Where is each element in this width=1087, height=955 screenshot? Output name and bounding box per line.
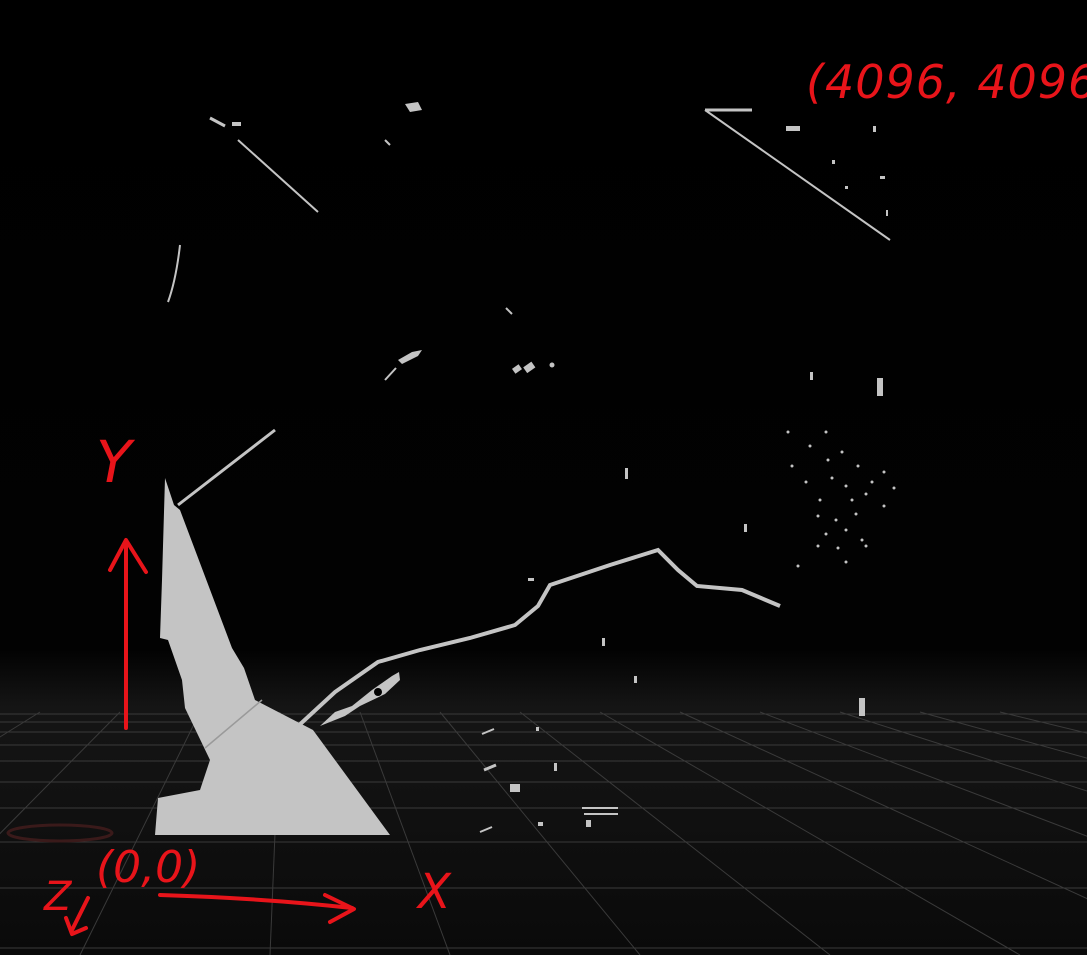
block [512,364,522,374]
z-axis-label: Z [43,874,73,920]
strip [384,367,397,381]
x-axis-arrow-shaft [158,893,354,910]
block [880,176,885,179]
marker [602,638,605,646]
marker [625,468,628,479]
ground-grid [0,711,1087,955]
piece [586,820,591,827]
z-axis-arrow [70,896,90,932]
small-patch [398,350,422,364]
dot-cluster [786,430,896,568]
piece [554,763,557,771]
strip [505,307,513,315]
lake-island [374,688,382,696]
diagonal-road-top-right[interactable] [704,109,891,241]
z-axis-arrow-head [64,916,88,936]
landmass-shape[interactable] [155,478,390,835]
piece [538,822,543,826]
top-right-coord-label: (4096, 4096) [806,55,1087,109]
piece [510,784,520,792]
block [845,186,848,189]
y-axis-label: Y [96,428,136,496]
strip [232,122,241,126]
piece [481,728,495,735]
piece [479,826,493,833]
origin-marker [6,823,114,843]
curve-strip [167,244,181,303]
marker [634,676,637,683]
marker [877,378,883,396]
block [523,361,536,374]
block [832,160,835,164]
x-axis-label: X [415,864,452,920]
block [873,126,876,132]
block [786,126,800,131]
dot [549,362,555,368]
marker [810,372,813,380]
main-road[interactable] [294,547,781,730]
y-axis-arrow-head [108,538,148,574]
origin-coord-label: (0,0) [96,842,200,893]
marker [528,578,534,581]
strip [237,139,319,213]
annotation-layer [64,538,356,936]
marker [744,524,747,532]
strip [209,116,226,128]
terrain-geometry[interactable] [155,102,891,835]
landmass-divider [204,699,263,749]
piece [536,727,539,731]
x-axis-arrow-head [323,893,356,924]
piece [483,763,497,772]
strip [384,139,391,146]
small-patch [405,102,422,112]
marker [859,698,865,716]
diagonal-road-left[interactable] [177,428,276,507]
block [886,210,888,216]
lake-shape[interactable] [320,672,400,726]
